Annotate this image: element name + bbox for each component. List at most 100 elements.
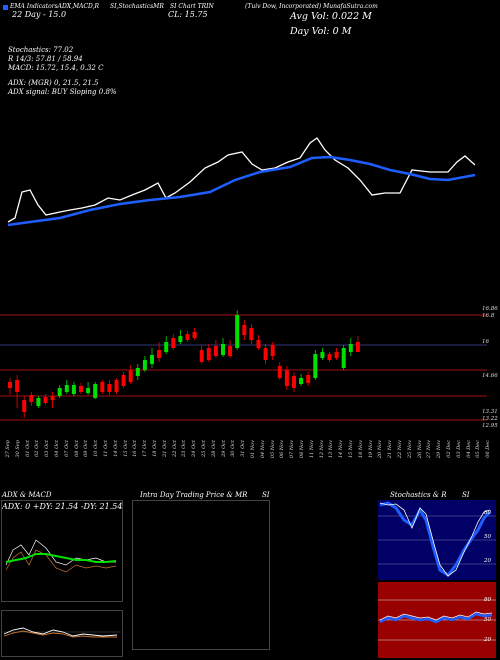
date-tick-label: 13 Nov <box>328 440 335 459</box>
date-tick-label: 15 Oct <box>122 440 129 457</box>
top-left-label: EMA IndicatorsADX,MACD,R <box>10 3 100 10</box>
candle-body <box>135 368 140 376</box>
date-tick-label: 31 Oct <box>240 440 247 457</box>
r-stat: R 14/3: 57.81 / 58.94 <box>8 55 83 63</box>
date-tick-label: 29 Nov <box>436 440 443 459</box>
date-tick-label: 11 Oct <box>103 440 109 457</box>
intraday-title: Intra Day Trading Price & MR <box>140 491 248 499</box>
date-tick-label: 09 Oct <box>83 440 90 457</box>
date-tick-label: 24 Oct <box>191 440 198 457</box>
stoch-d-line <box>379 502 491 577</box>
candle-body <box>334 352 339 358</box>
ema-chart <box>7 137 476 227</box>
price-label: 14.66 <box>482 373 498 379</box>
day-vol: Day Vol: 0 M <box>290 26 352 37</box>
date-tick-label: 18 Oct <box>152 440 158 457</box>
date-tick-label: 26 Nov <box>416 440 423 459</box>
macd-signal-line <box>3 630 117 638</box>
candle-body <box>15 380 20 392</box>
date-tick-label: 15 Nov <box>348 440 354 459</box>
candle-body <box>128 370 133 382</box>
macd-panel <box>1 610 123 657</box>
date-tick-label: 30 Sep <box>14 440 21 458</box>
candle-body <box>306 375 311 383</box>
stoch-panel-si: SI <box>462 491 470 499</box>
candle-body <box>22 400 27 412</box>
candle-body <box>199 350 204 362</box>
adx-panel-title: ADX & MACD <box>2 491 52 499</box>
top-mid-label: SI,StochasticsMR <box>110 3 164 10</box>
date-tick-label: 29 Oct <box>220 440 227 457</box>
date-tick-label: 08 Nov <box>299 440 305 459</box>
date-tick-label: 20 Nov <box>377 440 384 459</box>
adx-signal-stat: ADX signal: BUY Sloping 0.8% <box>8 88 117 96</box>
stoch-level-label: 20 <box>484 558 491 564</box>
date-tick-label: 03 Dec <box>455 440 462 458</box>
candle-body <box>348 344 353 352</box>
candle-body <box>150 355 154 364</box>
adx-panel <box>1 500 123 602</box>
adx-lines <box>5 539 117 573</box>
date-tick-label: 01 Nov <box>250 440 256 459</box>
rsi-level-label: 50 <box>484 617 491 623</box>
candle-body <box>235 315 240 348</box>
date-axis: 27 Sep 30 Sep 01 Oct 02 Oct 03 Oct 04 Oct 07 O… <box>0 440 500 476</box>
candle-body <box>263 348 268 360</box>
candle-body <box>86 388 91 393</box>
date-tick-label: 07 Oct <box>63 440 70 457</box>
date-tick-label: 05 Nov <box>269 440 276 459</box>
stoch-level-label: 50 <box>484 534 491 540</box>
stoch-panel-title: Stochastics & R <box>390 491 447 499</box>
date-tick-label: 25 Nov <box>406 440 413 459</box>
date-tick-label: 14 Nov <box>338 440 345 459</box>
candle-body <box>221 344 225 355</box>
candle-body <box>171 338 176 348</box>
price-label: 13.31 <box>482 409 498 415</box>
price-label: 13.22 <box>482 416 498 422</box>
rsi-level-label: 20 <box>484 637 491 643</box>
rsi-lines <box>378 599 496 641</box>
date-tick-label: 14 Oct <box>112 440 119 457</box>
candle-body <box>256 340 261 348</box>
date-tick-label: 11 Nov <box>308 440 315 459</box>
macd-stat: MACD: 15.72, 15.4, 0.32 C <box>8 64 104 72</box>
date-tick-label: 23 Oct <box>181 440 188 457</box>
candle-body <box>107 384 112 392</box>
date-tick-label: 22 Oct <box>171 440 178 457</box>
candle-body <box>313 354 318 378</box>
candle-body <box>228 346 233 356</box>
date-tick-label: 30 Oct <box>230 440 237 457</box>
rsi-line <box>379 612 493 624</box>
intraday-panel <box>132 500 270 650</box>
candle-body <box>29 395 34 402</box>
candle-body <box>213 346 218 356</box>
avg-vol: Avg Vol: 0.022 M <box>290 11 372 22</box>
date-tick-label: 17 Oct <box>142 440 149 457</box>
date-tick-label: 04 Oct <box>54 440 60 457</box>
candle-body <box>100 382 105 392</box>
candle-body <box>185 334 190 340</box>
date-tick-label: 06 Nov <box>279 440 286 459</box>
date-tick-label: 07 Nov <box>289 440 296 459</box>
date-tick-label: 12 Nov <box>318 440 325 459</box>
date-tick-label: 06 Dec <box>485 440 492 458</box>
intraday-si: SI <box>262 491 270 499</box>
date-tick-label: 18 Nov <box>357 440 364 459</box>
date-tick-label: 28 Oct <box>210 440 217 457</box>
candle-body <box>121 375 126 386</box>
candle-body <box>249 328 254 340</box>
date-tick-label: 16 Oct <box>132 440 139 457</box>
candle-body <box>192 332 197 338</box>
candle-body <box>57 388 62 396</box>
rsi-white-line <box>379 611 493 621</box>
macd-lines <box>1 627 121 638</box>
candle-body <box>355 342 360 352</box>
date-tick-label: 21 Nov <box>387 440 394 459</box>
candle-body <box>284 370 289 386</box>
stoch-lines <box>378 501 496 577</box>
date-tick-label: 05 Dec <box>475 440 482 458</box>
candle-body <box>270 345 275 356</box>
date-tick-label: 27 Sep <box>5 440 11 458</box>
adx-stat: ADX: (MGR) 0, 21.5, 21.5 <box>8 79 99 87</box>
price-label: 16 <box>482 339 489 345</box>
